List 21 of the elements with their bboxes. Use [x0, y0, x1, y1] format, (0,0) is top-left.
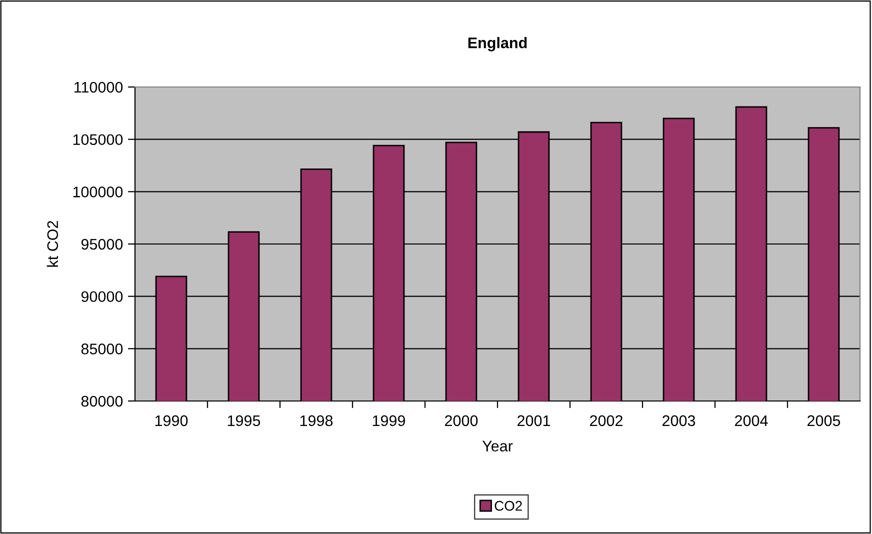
x-tick-label: 2005 — [808, 415, 840, 426]
x-tick-label: 2002 — [590, 415, 622, 426]
x-tick-label: 2000 — [445, 415, 478, 426]
y-tick-label: 100000 — [73, 186, 123, 198]
x-tick-label: 2004 — [735, 415, 768, 426]
chart-title: England — [468, 37, 527, 52]
x-tick-label: 1995 — [228, 415, 260, 426]
y-axis-title: kt CO2 — [46, 220, 58, 267]
x-tick-label: 1998 — [300, 415, 333, 426]
legend-label: CO2 — [494, 500, 522, 511]
y-tick-label: 95000 — [81, 238, 123, 250]
x-tick-label: 1990 — [155, 415, 188, 426]
y-tick-label: 105000 — [73, 134, 123, 146]
x-tick-label: 2003 — [662, 415, 696, 426]
y-tick-label: 80000 — [81, 396, 123, 407]
y-tick-label: 90000 — [81, 291, 123, 302]
y-tick-label: 110000 — [74, 82, 123, 93]
x-tick-label: 1999 — [372, 415, 406, 426]
y-tick-label: 85000 — [81, 344, 123, 354]
x-axis-title: Year — [482, 440, 513, 452]
x-tick-label: 2001 — [518, 415, 550, 426]
